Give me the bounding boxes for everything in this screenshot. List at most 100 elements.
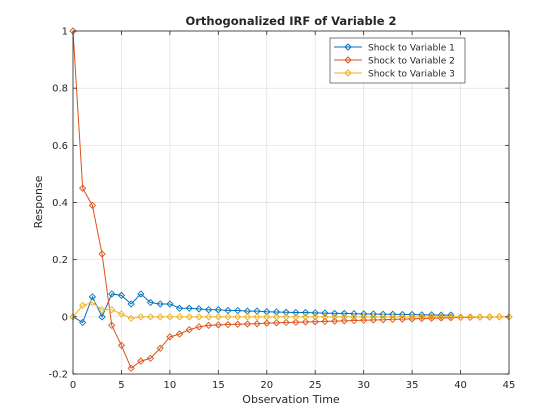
series-3-point <box>350 313 358 321</box>
series-3-point <box>292 313 300 321</box>
y-tick-label: 0 <box>62 312 68 323</box>
series-2-point <box>311 318 319 326</box>
y-tick-label: 0.6 <box>52 141 68 152</box>
series-3-point <box>98 306 106 314</box>
x-tick-label: 45 <box>503 380 516 391</box>
series-2-point <box>156 344 164 352</box>
legend-label-1: Shock to Variable 1 <box>368 44 455 54</box>
series-1-point <box>398 310 407 319</box>
series-2-point <box>379 316 387 324</box>
series-1-point <box>156 300 164 308</box>
y-tick-label: 0.8 <box>52 84 68 95</box>
series-1-line <box>72 293 451 324</box>
series-3-point <box>214 313 222 321</box>
series-2-point <box>175 330 184 338</box>
series-1-point <box>108 290 116 298</box>
series-3-point <box>389 313 397 321</box>
series-3-point <box>272 313 281 321</box>
series-1-point <box>137 290 145 298</box>
series-3-point <box>224 313 232 321</box>
series-1-point <box>185 304 193 312</box>
series-3-point <box>418 313 426 321</box>
series-2-point <box>79 184 87 192</box>
series-3-point <box>456 313 465 321</box>
series-2-point <box>263 319 271 327</box>
series-2-point <box>360 316 368 324</box>
series-2-point <box>301 318 310 326</box>
legend-entry-1: Shock to Variable 1 <box>334 43 455 54</box>
legend-marker-3 <box>344 69 352 77</box>
series-layer <box>69 27 513 372</box>
series-3-point <box>146 313 155 321</box>
series-3-point <box>340 313 348 321</box>
x-tick-label: 10 <box>164 380 177 391</box>
legend-entry-2: Shock to Variable 2 <box>334 56 455 67</box>
y-tick-label: 0.2 <box>52 255 68 266</box>
series-2-point <box>224 320 232 329</box>
series-1-point <box>79 318 87 327</box>
series-2-point <box>214 321 222 329</box>
series-3-line <box>72 301 509 319</box>
series-2-point <box>243 320 252 328</box>
series-1-point <box>117 291 126 300</box>
series-3-point <box>321 313 329 321</box>
series-2-point <box>330 317 339 325</box>
x-tick-label: 40 <box>454 380 467 391</box>
series-3-point <box>466 313 474 321</box>
y-tick-label: 0.4 <box>52 198 68 209</box>
series-1-point <box>292 308 300 317</box>
series-2-point <box>88 201 97 209</box>
series-3-point <box>447 313 455 321</box>
series-2-point <box>108 321 116 330</box>
series-1-point <box>311 309 319 317</box>
series-3-point <box>360 313 368 321</box>
series-2-point <box>137 357 145 365</box>
x-tick-label: 0 <box>70 380 76 391</box>
legend: Shock to Variable 1 Shock to Variable 2 … <box>329 37 466 84</box>
series-3-point <box>234 313 242 321</box>
series-1-point <box>195 305 203 313</box>
series-3-point <box>127 314 135 322</box>
series-3-point <box>253 313 261 321</box>
series-1-point <box>408 310 416 319</box>
series-3-point <box>408 313 416 321</box>
series-3-point <box>166 313 174 321</box>
series-3-point <box>243 313 252 321</box>
y-tick-labels: -0.2 0 0.2 0.4 0.6 0.8 1 <box>48 27 68 381</box>
ticks <box>72 30 510 375</box>
series-3-point <box>485 313 494 321</box>
series-3-point <box>476 313 484 321</box>
series-2-point <box>321 317 329 326</box>
series-2-point <box>253 320 261 328</box>
series-1-point <box>98 313 106 321</box>
legend-entry-3: Shock to Variable 3 <box>334 69 455 80</box>
x-tick-label: 35 <box>406 380 419 391</box>
series-1-point <box>272 308 281 316</box>
series-2-point <box>185 326 193 334</box>
series-2-point <box>117 341 126 350</box>
series-1-point <box>175 304 184 312</box>
legend-marker-2 <box>344 56 352 64</box>
series-3-point <box>427 313 436 321</box>
series-1-point <box>166 300 174 308</box>
series-3-point <box>88 298 97 307</box>
series-1-point <box>418 311 426 319</box>
legend-marker-1 <box>344 43 352 51</box>
series-1-point <box>282 308 290 316</box>
legend-label-3: Shock to Variable 3 <box>368 70 455 80</box>
series-2-point <box>146 354 155 362</box>
series-3-point <box>185 313 193 321</box>
x-tick-label: 20 <box>260 380 273 391</box>
series-3-point <box>175 313 184 321</box>
series-1-point <box>214 306 222 314</box>
y-axis-label: Response <box>32 175 45 228</box>
x-tick-label: 5 <box>118 380 124 391</box>
series-2-point <box>195 323 203 331</box>
series-3-point <box>398 313 407 321</box>
series-2-point <box>166 333 174 341</box>
series-1-point <box>205 306 213 314</box>
series-2-point <box>350 316 358 325</box>
series-2-point <box>272 319 281 327</box>
series-3-point <box>330 313 339 321</box>
